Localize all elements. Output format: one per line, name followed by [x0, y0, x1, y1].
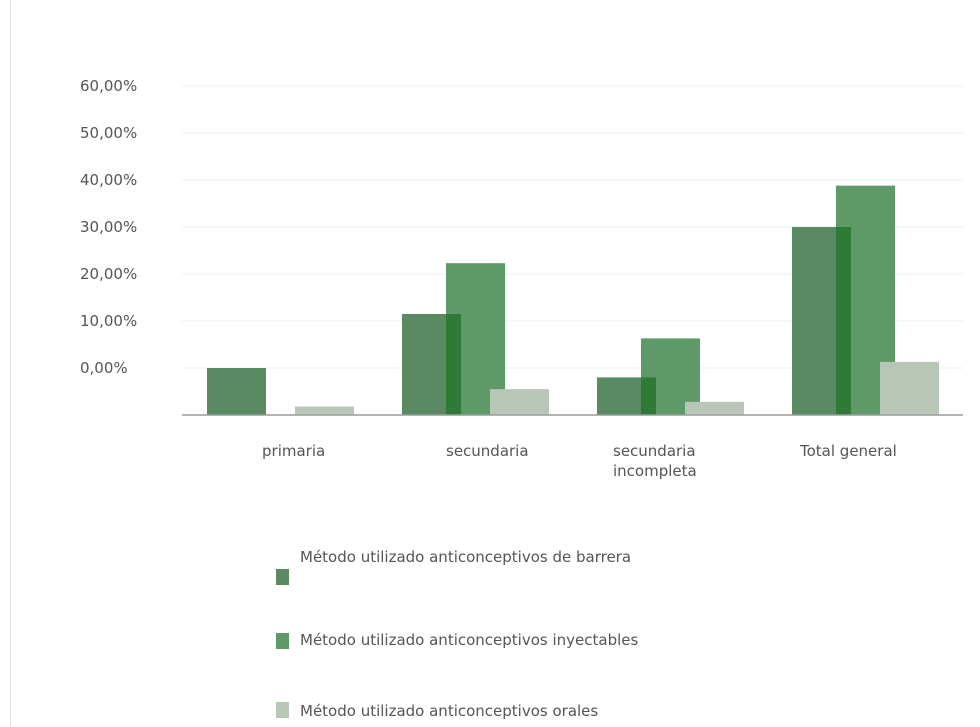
y-tick-label: 20,00%: [80, 265, 137, 283]
y-tick-label: 40,00%: [80, 171, 137, 189]
legend-swatch-barrera: [276, 569, 289, 585]
bar-3-2: [490, 389, 549, 415]
legend-label-barrera: Método utilizado anticonceptivos de barr…: [300, 548, 632, 566]
x-tick-label: Total general: [799, 442, 897, 460]
bar-1-1: [207, 368, 266, 415]
y-axis-tick-labels: 0,00% 10,00% 20,00% 30,00% 40,00% 50,00% 60,00…: [80, 77, 137, 377]
bar-overlap-3: [641, 377, 656, 415]
legend-swatch-inyectables: [276, 633, 289, 649]
bar-3-4: [880, 361, 939, 415]
y-tick-label: 0,00%: [80, 359, 128, 377]
frame-left-border: [10, 0, 11, 727]
bar-overlap-4: [836, 227, 851, 415]
y-tick-label: 50,00%: [80, 124, 137, 142]
y-tick-label: 30,00%: [80, 218, 137, 236]
x-axis-tick-labels: primaria secundaria secundaria incompleta To…: [262, 442, 897, 480]
x-tick-label: secundaria incompleta: [613, 442, 697, 480]
legend-label-orales: Método utilizado anticonceptivos orales: [300, 702, 599, 720]
y-tick-label: 10,00%: [80, 312, 137, 330]
legend-label-inyectables: Método utilizado anticonceptivos inyecta…: [300, 631, 639, 649]
y-tick-label: 60,00%: [80, 77, 137, 95]
bar-overlap-2: [446, 313, 461, 415]
bar-3-1: [295, 406, 354, 415]
legend-swatch-orales: [276, 702, 289, 718]
bars: [207, 185, 939, 415]
x-tick-label: primaria: [262, 442, 325, 460]
x-tick-label: secundaria: [446, 442, 529, 460]
bar-3-3: [685, 401, 744, 415]
bar-overlaps: [446, 227, 851, 415]
